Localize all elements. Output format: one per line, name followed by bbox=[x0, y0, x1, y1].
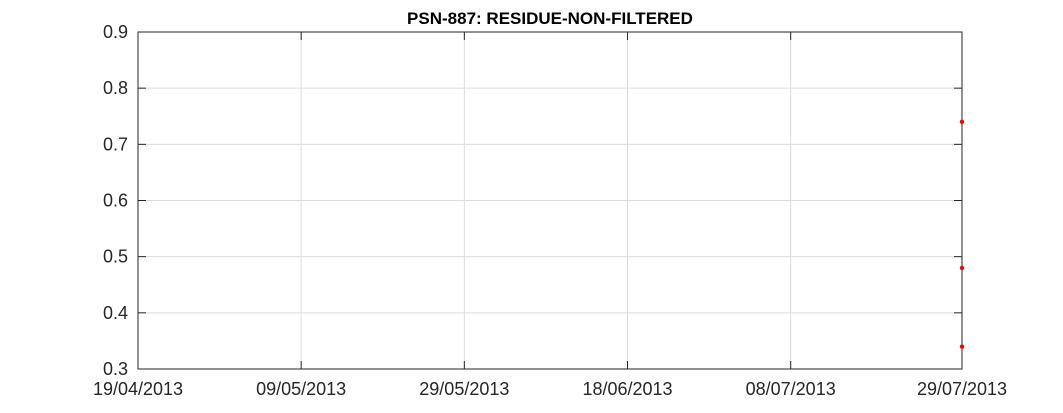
x-tick-label: 08/07/2013 bbox=[746, 379, 836, 399]
grid bbox=[137, 31, 963, 370]
y-tick-label: 0.5 bbox=[103, 247, 128, 267]
data-points bbox=[959, 119, 965, 349]
x-tick-label: 29/05/2013 bbox=[419, 379, 509, 399]
x-tick-label: 09/05/2013 bbox=[256, 379, 346, 399]
y-tick-label: 0.3 bbox=[103, 359, 128, 379]
data-point bbox=[959, 265, 965, 271]
chart-title: PSN-887: RESIDUE-NON-FILTERED bbox=[407, 9, 693, 28]
y-tick-label: 0.6 bbox=[103, 191, 128, 211]
y-tick-label: 0.7 bbox=[103, 134, 128, 154]
y-tick-label: 0.9 bbox=[103, 22, 128, 42]
x-tick-label: 29/07/2013 bbox=[917, 379, 1007, 399]
x-tick-label: 18/06/2013 bbox=[582, 379, 672, 399]
data-point bbox=[959, 344, 965, 349]
y-tick-label: 0.4 bbox=[103, 303, 128, 323]
y-tick-label: 0.8 bbox=[103, 78, 128, 98]
x-tick-label: 19/04/2013 bbox=[93, 379, 183, 399]
tick-labels: 19/04/2013 09/05/2013 29/05/2013 18/06/2013… bbox=[93, 22, 1007, 399]
data-point bbox=[959, 119, 965, 125]
axis-ticks bbox=[137, 31, 963, 370]
